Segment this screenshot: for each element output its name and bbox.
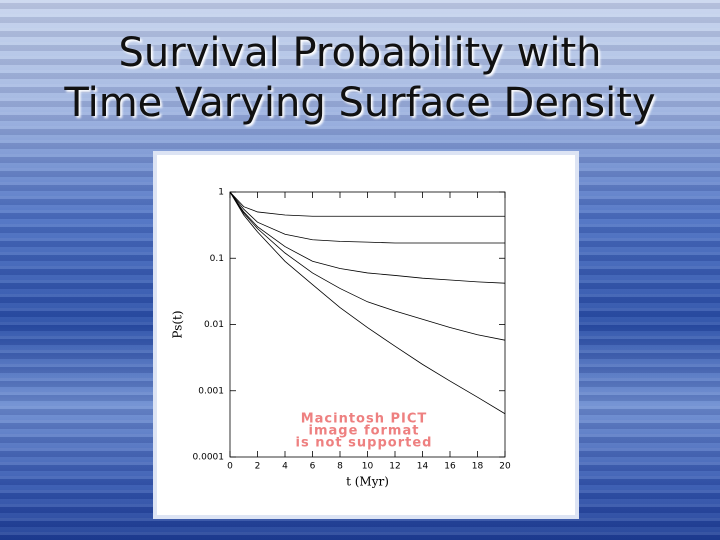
x-tick-label: 18 [472,462,484,472]
x-tick-label: 4 [282,462,288,472]
series-line [229,191,506,341]
x-tick-label: 14 [417,462,429,472]
annotation: is not supported [296,436,433,451]
y-tick-label: 0.001 [198,386,224,396]
title-line: Survival Probability with [118,30,602,76]
series-line [229,191,506,415]
x-tick-label: 10 [362,462,374,472]
y-axis-label: Ps(t) [171,310,185,338]
y-tick-label: 0.0001 [193,453,225,463]
y-tick-label: 0.01 [204,320,224,330]
title-line: Time Varying Surface Density [64,80,656,126]
y-tick-label: 0.1 [210,254,224,264]
x-tick-label: 2 [255,462,261,472]
annotation: Macintosh PICT [301,412,428,427]
x-tick-label: 0 [227,462,233,472]
slide-title: Survival Probability with Time Varying S… [0,28,720,128]
y-tick-label: 1 [218,188,224,198]
series-line [229,191,505,217]
x-tick-label: 16 [444,462,456,472]
x-axis-label: t (Myr) [346,475,389,489]
x-tick-label: 12 [389,462,400,472]
series-line [229,191,505,244]
annotation: image format [309,424,420,439]
x-tick-label: 6 [310,462,316,472]
x-tick-label: 8 [337,462,343,472]
series-line [229,191,506,284]
x-tick-label: 20 [499,462,511,472]
